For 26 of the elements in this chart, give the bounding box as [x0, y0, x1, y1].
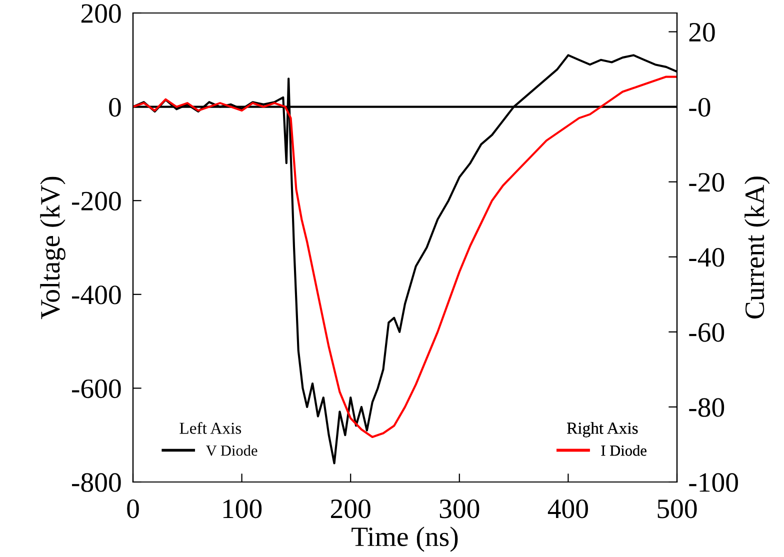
y2-tick-label: -20 [689, 173, 724, 192]
x-tick-label: 200 [330, 499, 370, 518]
y-tick-label: -400 [72, 286, 121, 304]
x-tick-label: 400 [548, 499, 588, 518]
y-tick-label: -200 [72, 192, 121, 211]
y2-tick-label: -100 [689, 473, 738, 492]
y2-axis-title: Current (kA) [744, 176, 770, 318]
y-tick-label: -800 [72, 473, 121, 492]
x-tick-label: 0 [127, 499, 139, 518]
y-tick-label: 0 [109, 98, 121, 117]
y2-tick-label: -80 [689, 398, 724, 417]
annotation: Left Axis [180, 422, 242, 434]
x-axis-title: Time (ns) [352, 526, 458, 552]
x-tick-label: 100 [223, 499, 262, 518]
y2-tick-label: -0 [689, 98, 710, 117]
y-tick-label: -600 [72, 379, 121, 398]
x-tick-label: 500 [658, 499, 697, 518]
annotation: Right Axis [567, 422, 638, 438]
y2-tick-label: -60 [689, 323, 724, 342]
legend-label: V Diode [206, 445, 258, 456]
y2-tick-label: 20 [689, 22, 715, 42]
y-tick-label: 200 [81, 4, 121, 23]
y-axis-title: Voltage (kV) [40, 176, 66, 320]
legend-label: I Diode [601, 445, 646, 456]
x-tick-label: 300 [440, 499, 480, 518]
y2-tick-label: -40 [689, 248, 724, 267]
